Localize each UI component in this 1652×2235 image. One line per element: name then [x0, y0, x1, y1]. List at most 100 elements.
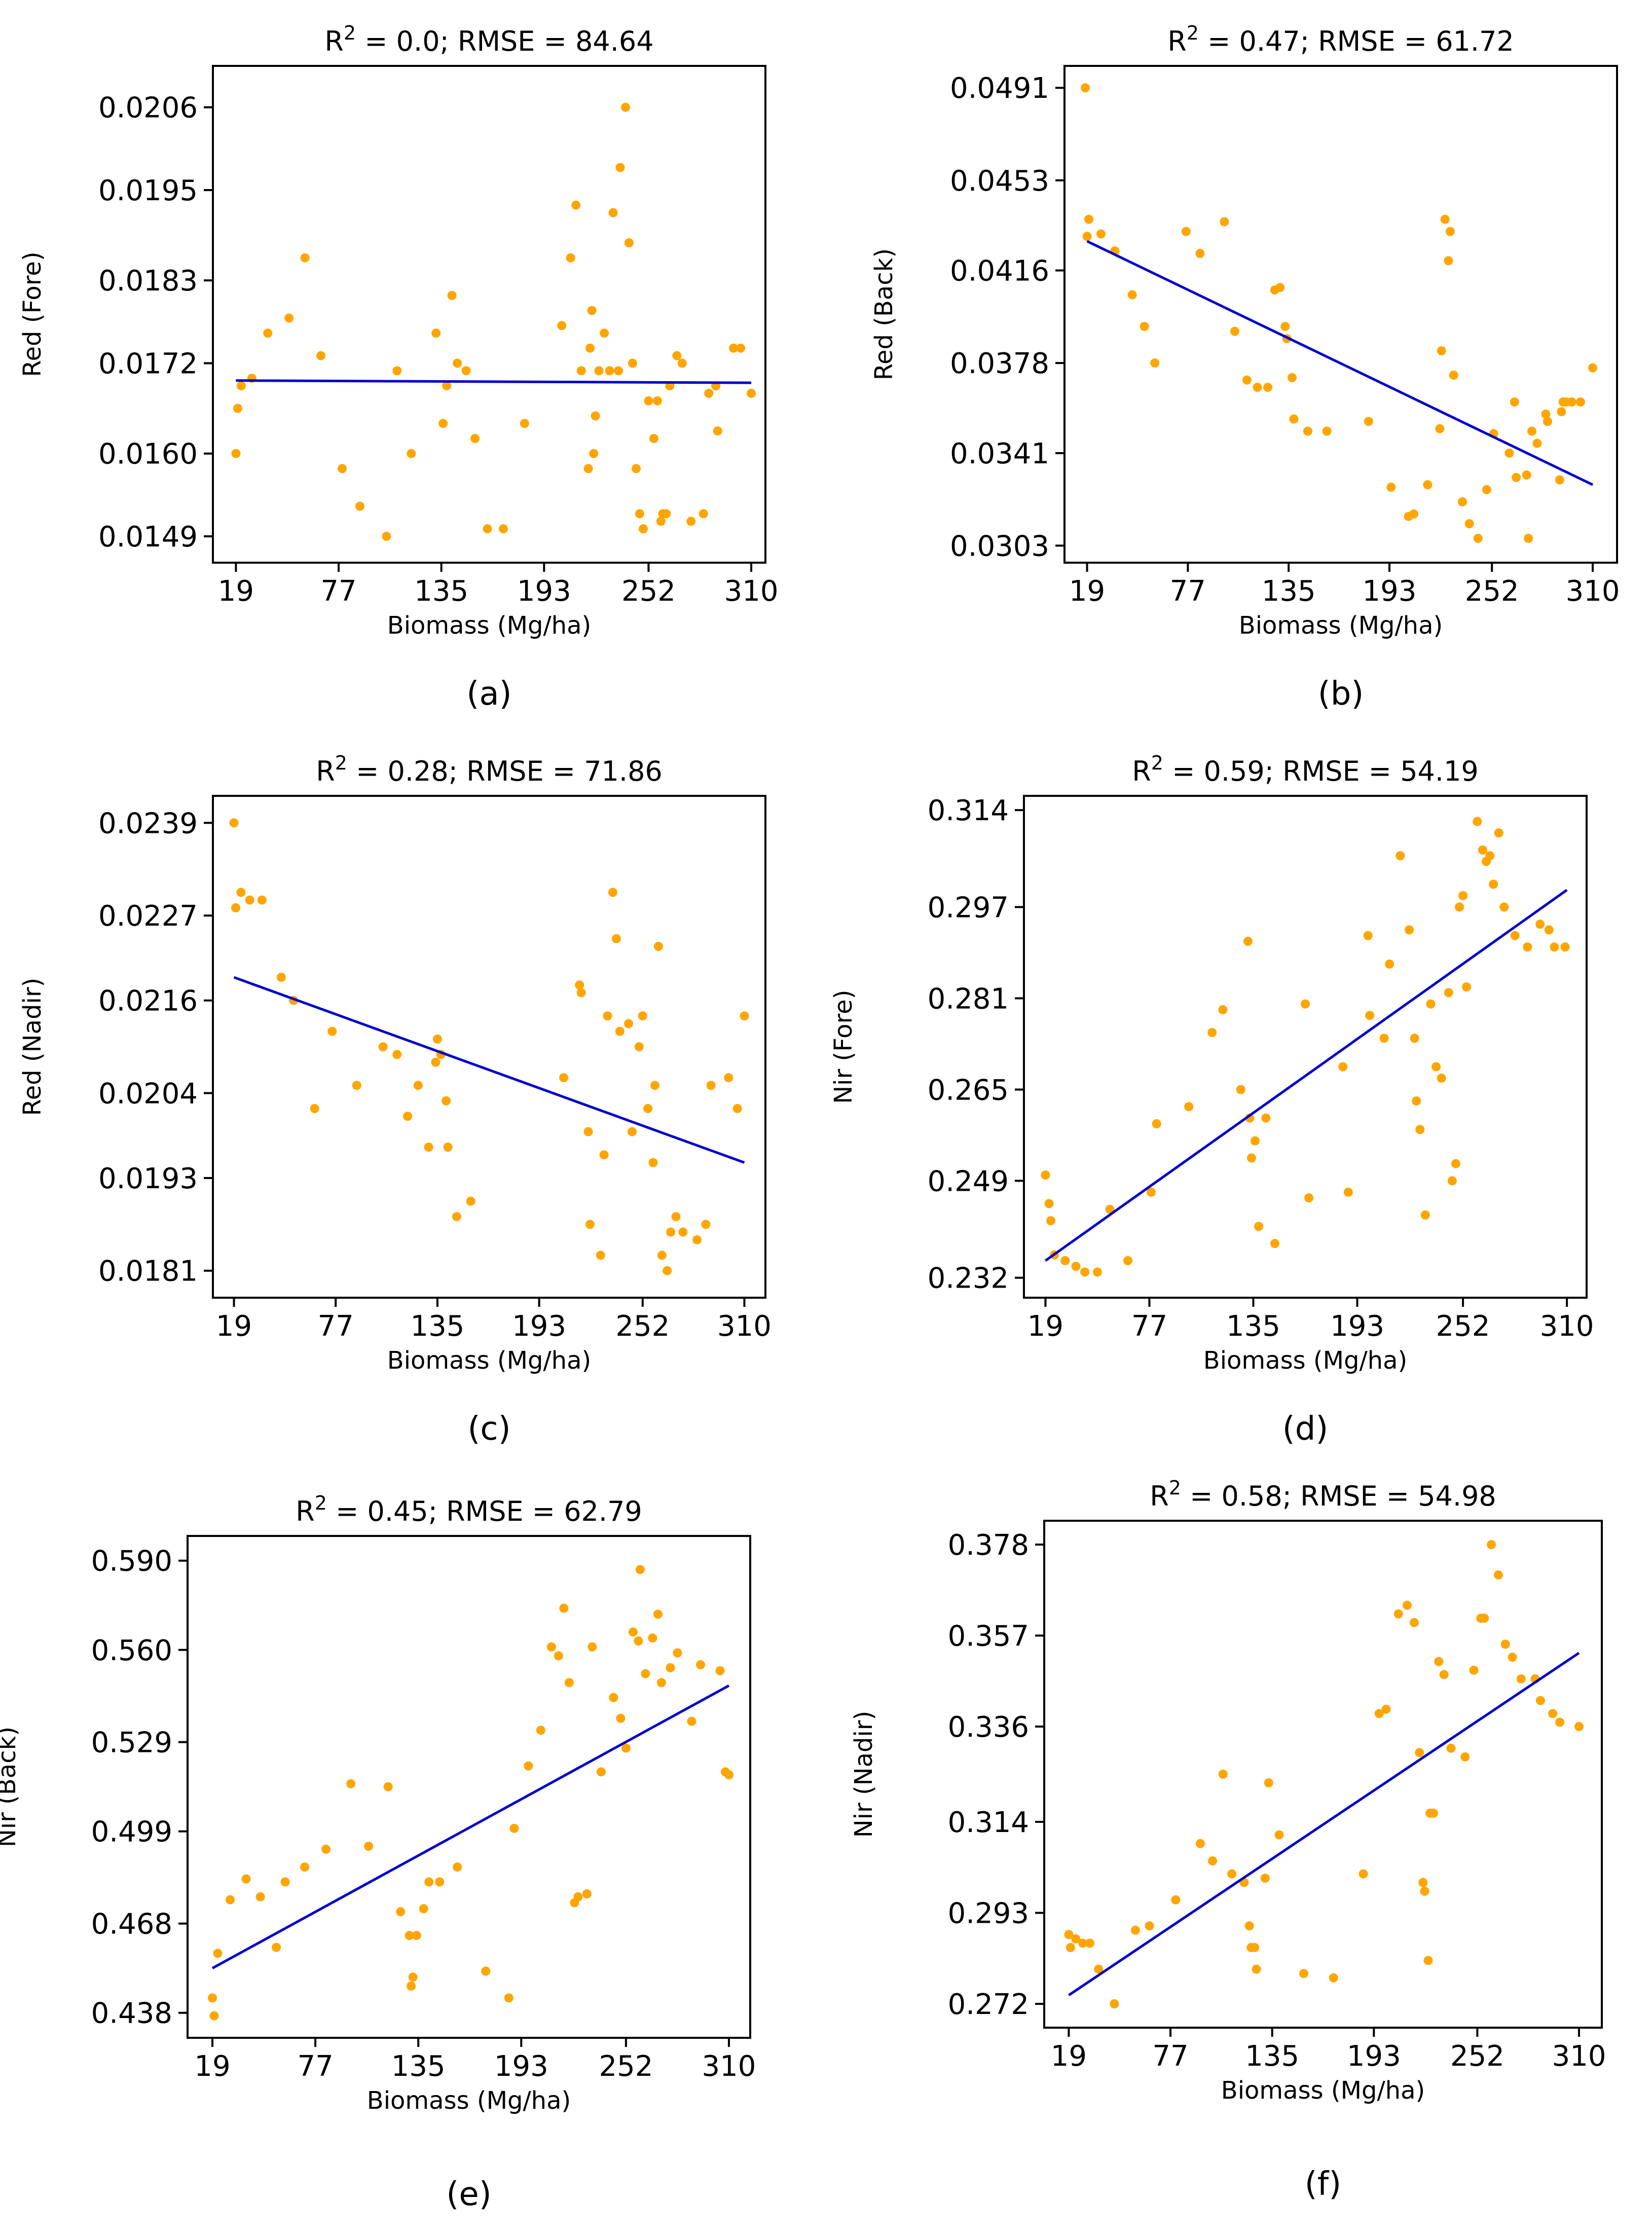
data-point — [1409, 1618, 1419, 1627]
data-point — [1181, 227, 1191, 236]
data-point — [677, 358, 687, 368]
data-point — [1140, 322, 1149, 332]
x-tick-label: 252 — [599, 2050, 653, 2083]
data-point — [1092, 1267, 1102, 1277]
data-point — [382, 532, 391, 541]
data-point — [1130, 1925, 1140, 1935]
data-point — [644, 396, 653, 406]
data-point — [1423, 480, 1433, 490]
data-point — [671, 1212, 681, 1222]
data-point — [701, 1220, 711, 1229]
data-point — [603, 1011, 612, 1021]
data-point — [208, 1993, 217, 2003]
data-point — [687, 1716, 696, 1726]
data-point — [272, 1943, 281, 1952]
data-point — [419, 1904, 428, 1914]
y-tick-label: 0.0149 — [98, 521, 198, 554]
data-point — [520, 419, 529, 428]
data-point — [443, 1143, 453, 1152]
data-point — [713, 426, 722, 436]
data-point — [653, 1609, 663, 1619]
data-point — [1303, 426, 1312, 436]
x-tick-label: 135 — [1245, 2040, 1299, 2073]
data-point — [233, 404, 242, 413]
data-point — [1046, 1216, 1056, 1226]
data-point — [1364, 417, 1373, 426]
chart-title: R2 = 0.45; RMSE = 62.79 — [296, 1492, 642, 1527]
data-point — [241, 1874, 251, 1884]
y-axis-label: Nir (Back) — [0, 1727, 21, 1847]
data-point — [316, 351, 326, 360]
data-point — [631, 464, 641, 473]
data-point — [1274, 1830, 1284, 1840]
data-point — [1146, 1187, 1156, 1197]
data-point — [1535, 1696, 1545, 1705]
data-point — [1574, 1721, 1584, 1731]
x-tick-label: 135 — [1262, 575, 1316, 608]
x-tick-label: 19 — [194, 2050, 230, 2083]
data-point — [1412, 1096, 1421, 1106]
y-axis-label: Red (Back) — [870, 248, 898, 380]
data-point — [408, 1972, 418, 1982]
data-point — [1280, 322, 1290, 332]
y-tick-label: 0.0303 — [950, 530, 1049, 563]
x-axis-label: Biomass (Mg/ha) — [387, 1346, 591, 1375]
x-tick-label: 310 — [724, 575, 779, 608]
data-point — [587, 306, 597, 315]
data-point — [635, 1565, 645, 1574]
data-point — [1250, 1943, 1260, 1952]
data-point — [413, 1081, 423, 1090]
data-point — [1254, 1222, 1264, 1231]
data-points — [208, 1565, 733, 2021]
data-point — [1080, 1267, 1090, 1277]
data-point — [599, 1150, 609, 1160]
data-point — [231, 449, 241, 458]
data-point — [1405, 925, 1414, 935]
data-point — [585, 343, 595, 353]
data-point — [1152, 1119, 1161, 1128]
data-point — [546, 1642, 556, 1652]
data-point — [1423, 1956, 1433, 1965]
x-tick-label: 19 — [1027, 1310, 1063, 1343]
panel-label: (b) — [1318, 675, 1364, 713]
y-tick-label: 0.0172 — [98, 348, 198, 381]
data-point — [1437, 1073, 1446, 1083]
data-point — [412, 1931, 421, 1940]
data-point — [213, 1949, 223, 1958]
regression-line — [1044, 889, 1568, 1262]
data-point — [1548, 1709, 1558, 1718]
data-point — [1322, 426, 1332, 436]
data-point — [585, 1220, 595, 1229]
data-point — [255, 1892, 265, 1901]
y-tick-label: 0.314 — [948, 1806, 1029, 1839]
data-point — [263, 328, 273, 338]
data-point — [1044, 1199, 1054, 1208]
data-point — [1127, 290, 1137, 300]
data-point — [729, 343, 739, 353]
data-point — [1084, 214, 1093, 224]
y-tick-label: 0.0416 — [950, 255, 1049, 288]
data-point — [1386, 483, 1396, 492]
y-axis-label: Red (Fore) — [18, 251, 47, 377]
x-tick-label: 310 — [1552, 2040, 1606, 2073]
x-tick-label: 252 — [1436, 1310, 1490, 1343]
data-point — [648, 1158, 658, 1167]
data-point — [1096, 229, 1106, 239]
data-point — [1253, 383, 1262, 392]
data-point — [209, 2011, 219, 2021]
y-tick-label: 0.336 — [948, 1711, 1029, 1744]
data-point — [571, 200, 581, 210]
data-point — [424, 1877, 434, 1887]
data-point — [1060, 1256, 1070, 1265]
data-point — [1524, 533, 1533, 543]
panel-label: (f) — [1305, 2166, 1341, 2203]
data-point — [615, 1027, 625, 1036]
plot-frame — [1063, 65, 1618, 564]
data-point — [608, 888, 617, 897]
regression-line — [1068, 1652, 1580, 1996]
data-point — [1504, 448, 1514, 458]
x-tick-label: 77 — [320, 575, 356, 608]
data-point — [442, 381, 452, 391]
data-point — [1403, 1600, 1412, 1610]
data-point — [424, 1143, 433, 1152]
